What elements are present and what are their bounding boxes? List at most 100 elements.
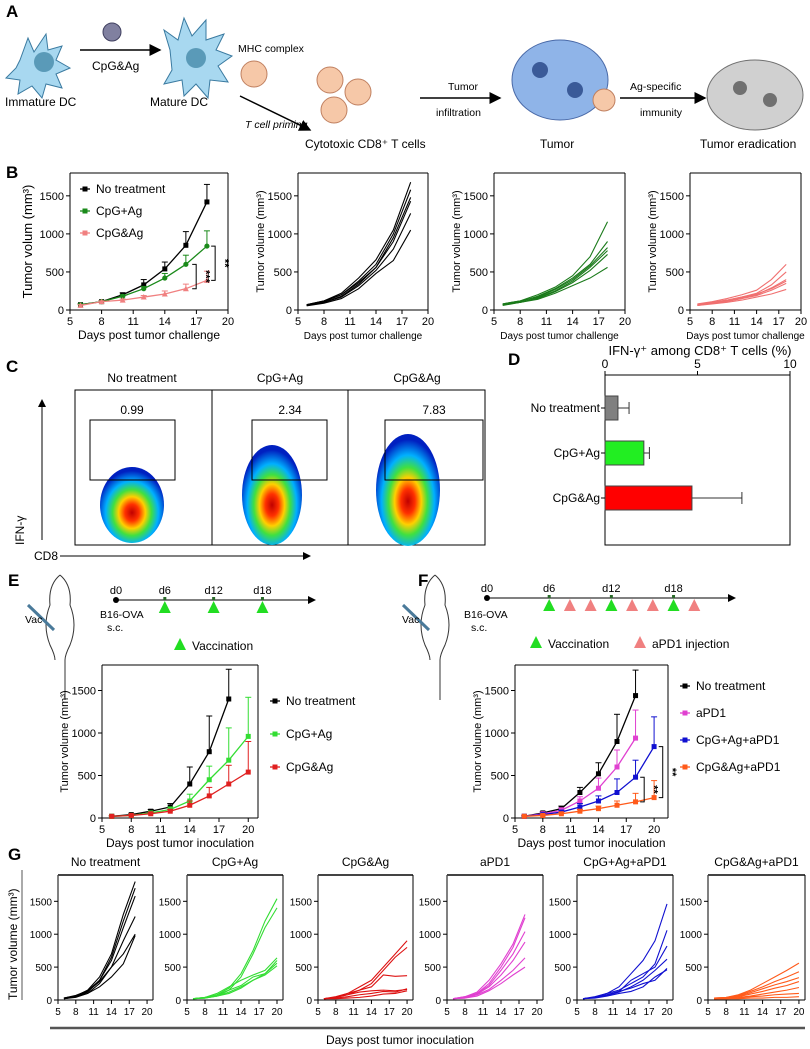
x-tick-label: 20 <box>142 1007 154 1018</box>
x-tick-label: 14 <box>495 1007 507 1018</box>
y-tick-label: 500 <box>554 963 571 974</box>
gate-3 <box>384 419 484 481</box>
data-point <box>595 771 601 777</box>
legend-label: No treatment <box>696 679 766 693</box>
data-point <box>206 793 212 799</box>
y-tick-label: 500 <box>46 267 64 279</box>
day-marker <box>260 597 264 600</box>
legend-marker <box>682 764 688 770</box>
y-tick-label: 500 <box>35 963 52 974</box>
flow-frame <box>74 389 486 546</box>
chart-title: No treatment <box>71 855 141 869</box>
mouse-growth-line <box>714 996 799 1000</box>
day-label: d0 <box>110 585 122 597</box>
flow-title-2: CpG+Ag <box>257 371 303 385</box>
chart-title: CpG+Ag+aPD1 <box>583 855 667 869</box>
vaccination-marker <box>667 599 680 611</box>
legend-label: No treatment <box>96 182 166 196</box>
x-tick-label: 8 <box>592 1007 598 1018</box>
y-axis-label: Tumor volume (mm³) <box>255 190 267 292</box>
x-tick-label: 5 <box>444 1007 450 1018</box>
mouse-growth-line <box>697 280 787 306</box>
significance-label: ** <box>666 768 678 777</box>
gate-value-1: 0.99 <box>120 403 144 417</box>
day-label: d6 <box>543 583 555 595</box>
flow-density-3 <box>376 434 440 546</box>
day-label: d18 <box>664 583 682 595</box>
x-axis-label: Days post tumor challenge <box>304 331 423 342</box>
data-point <box>540 812 546 818</box>
data-point <box>183 242 189 248</box>
y-tick-label: 1500 <box>485 686 509 698</box>
chart-title: aPD1 <box>480 855 510 869</box>
day-marker <box>672 595 676 598</box>
y-tick-label: 1000 <box>72 728 96 740</box>
x-tick-label: 17 <box>124 1007 136 1018</box>
legend-label: No treatment <box>286 694 356 708</box>
chart-B1: 5 8 11 14 17 20 0 500 1000 1500 Days post tumor ch… <box>20 172 234 342</box>
mouse-growth-line <box>502 241 608 306</box>
y-tick-label: 1500 <box>72 686 96 698</box>
legend-marker <box>682 710 688 716</box>
immature-dc-label: Immature DC <box>5 95 77 109</box>
chart-B3: 5 8 11 14 17 20 0 500 1000 1500 Days post tumor ch… <box>451 172 631 342</box>
data-point <box>162 266 168 272</box>
x-tick-label: 14 <box>750 316 762 328</box>
legend-apd1-f: aPD1 injection <box>652 637 729 651</box>
mouse-growth-line <box>697 288 787 306</box>
flow-density-1 <box>100 467 164 543</box>
mouse-growth-line <box>452 966 526 1000</box>
x-tick-label: 20 <box>422 316 434 328</box>
y-tick-label: 500 <box>491 771 509 783</box>
x-tick-label: 11 <box>155 824 166 836</box>
bar <box>604 485 693 511</box>
x-tick-label: 0 <box>602 357 609 371</box>
chart-G3: 5 8 11 14 17 20 0 500 1000 1500 CpG&Ag <box>290 855 414 1018</box>
legend-label: CpG&Ag+aPD1 <box>696 760 781 774</box>
chart-G6: 5 8 11 14 17 20 0 500 1000 1500 CpG&Ag+aPD1 <box>680 855 806 1018</box>
y-tick-label: 1500 <box>290 897 313 908</box>
gate-2 <box>251 419 328 481</box>
data-point <box>203 277 210 283</box>
mouse-growth-line <box>306 229 412 307</box>
panel-label-f: F <box>418 571 428 590</box>
mouse-growth-line <box>306 200 412 306</box>
timeline-f-label-1: B16-OVA <box>464 609 508 621</box>
day-label: d0 <box>481 583 493 595</box>
y-tick-label: 0 <box>696 996 702 1007</box>
data-point <box>595 806 601 812</box>
mouse-growth-line <box>192 957 278 1000</box>
y-tick-label: 1000 <box>485 728 509 740</box>
mouse-growth-line <box>192 960 278 1000</box>
data-point <box>204 243 210 249</box>
legend-label: CpG&Ag <box>96 226 143 240</box>
x-tick-label: 5 <box>99 824 105 836</box>
y-tick-label: 0 <box>58 305 64 317</box>
panel-label-e: E <box>8 571 19 590</box>
data-point <box>187 781 193 787</box>
legend-vaccination-e: Vaccination <box>192 639 253 653</box>
bar <box>604 440 645 466</box>
panel-label-g: G <box>8 845 21 864</box>
legend-label: aPD1 <box>696 706 726 720</box>
mouse-growth-line <box>697 263 787 305</box>
x-tick-label: 17 <box>213 824 225 836</box>
ctl-label: Cytotoxic CD8⁺ T cells <box>305 137 426 151</box>
data-point <box>521 813 527 819</box>
x-tick-label: 20 <box>648 824 660 836</box>
significance-bracket <box>211 245 216 281</box>
data-point <box>633 735 639 741</box>
x-tick-label: 8 <box>517 316 523 328</box>
x-tick-label: 5 <box>694 357 701 371</box>
series-line <box>111 735 249 817</box>
mouse-growth-line <box>582 903 668 1000</box>
x-tick-label: 14 <box>757 1007 769 1018</box>
data-point <box>167 808 173 814</box>
chart-E: 5 8 11 14 17 20 0 500 1000 1500 Days post tumor in… <box>59 664 356 850</box>
flow-x-label: CD8 <box>34 549 58 563</box>
data-point <box>109 813 115 819</box>
vaccination-marker <box>256 601 269 613</box>
mouse-icon-e <box>26 574 75 700</box>
x-axis-label: Days post tumor inoculation <box>106 836 254 850</box>
timeline-e-label-1: B16-OVA <box>100 609 144 621</box>
